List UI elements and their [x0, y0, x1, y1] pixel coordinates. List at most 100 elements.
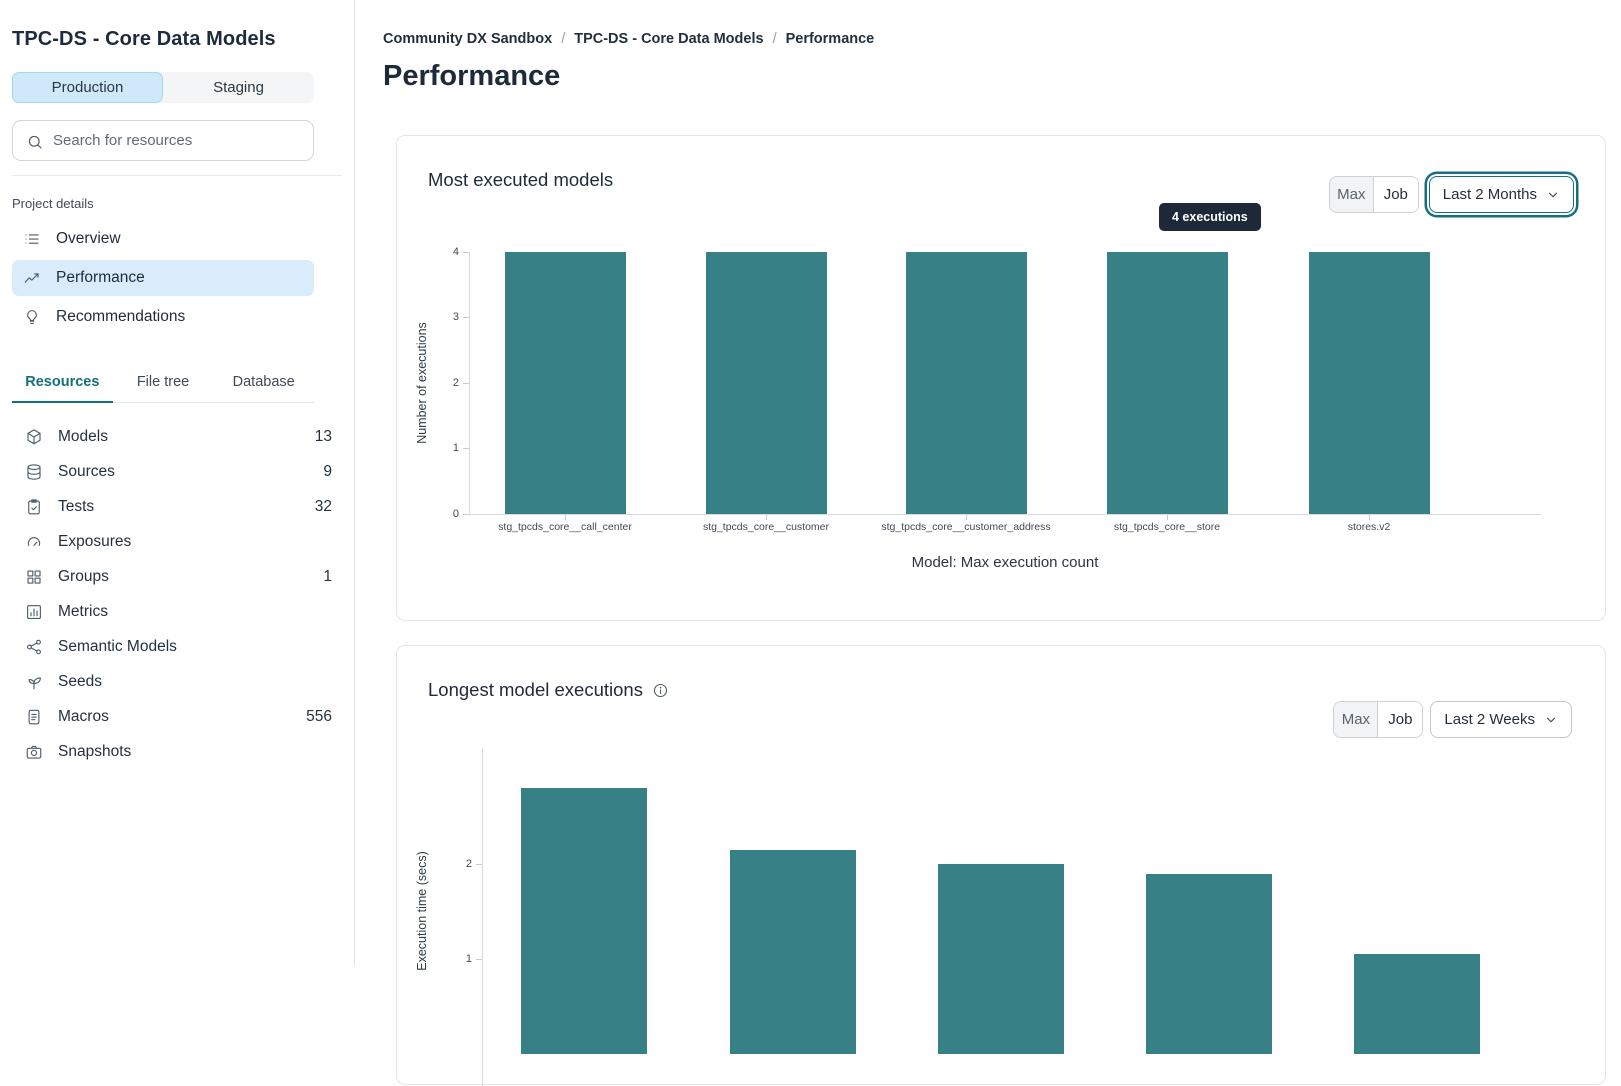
bar-stg_tpcds_core__customer[interactable]: [705, 252, 827, 514]
env-tab-staging[interactable]: Staging: [163, 72, 314, 103]
resource-count: 13: [314, 427, 332, 445]
bar-3[interactable]: [1146, 873, 1272, 1054]
job-toggle-button[interactable]: Job: [1378, 702, 1423, 737]
breadcrumb: Community DX Sandbox / TPC-DS - Core Dat…: [383, 31, 874, 47]
chart-tooltip: 4 executions: [1159, 203, 1261, 231]
card-title-text: Longest model executions: [428, 679, 643, 700]
tab-file-tree[interactable]: File tree: [136, 374, 190, 390]
bar-2[interactable]: [938, 864, 1064, 1054]
y-tick: 3: [452, 311, 459, 323]
bar-0[interactable]: [521, 788, 647, 1054]
sidebar-divider: [12, 175, 342, 176]
seedling-icon: [28, 676, 41, 689]
job-toggle-button[interactable]: Job: [1373, 177, 1418, 212]
y-tick: 2: [465, 858, 472, 870]
y-tick: 0: [452, 508, 459, 520]
bar-stg_tpcds_core__call_center[interactable]: [504, 252, 626, 514]
resource-label: Exposures: [58, 532, 132, 550]
chart-controls: Max Job Last 2 Months: [1328, 176, 1577, 213]
resource-label: Seeds: [58, 672, 102, 690]
sidebar-item-performance[interactable]: Performance: [12, 260, 314, 296]
y-tick-mark: [463, 317, 469, 318]
tab-database[interactable]: Database: [232, 374, 295, 390]
y-axis-line: [469, 252, 470, 514]
resource-label: Models: [58, 427, 108, 445]
max-job-toggle: Max Job: [1328, 176, 1419, 213]
x-axis-line: [469, 514, 1541, 515]
resource-item-semantic-models[interactable]: Semantic Models: [12, 629, 332, 664]
resource-label: Macros: [58, 707, 109, 725]
network-icon: [27, 639, 41, 654]
card-title: Longest model executions: [428, 679, 669, 701]
nav-item-label: Performance: [56, 269, 145, 286]
most-executed-models-chart: Number of executions 4 3 2 1 0 stg_tpcds…: [397, 136, 1605, 620]
y-tick-mark: [463, 383, 469, 384]
resource-label: Semantic Models: [58, 637, 177, 655]
resource-item-macros[interactable]: Macros 556: [12, 699, 332, 734]
y-tick: 4: [452, 246, 459, 258]
sidebar-item-recommendations[interactable]: Recommendations: [12, 299, 314, 335]
breadcrumb-account[interactable]: Community DX Sandbox: [383, 31, 553, 47]
project-details-label: Project details: [12, 196, 94, 211]
longest-model-executions-chart: Execution time (secs) 2 1: [397, 646, 1605, 1086]
gauge-icon: [27, 536, 41, 546]
date-range-select[interactable]: Last 2 Weeks: [1430, 701, 1572, 738]
x-tick-label: stg_tpcds_core__call_center: [498, 521, 632, 533]
env-tab-production[interactable]: Production: [12, 72, 163, 103]
chevron-down-icon: [1548, 192, 1558, 197]
breadcrumb-project[interactable]: TPC-DS - Core Data Models: [574, 31, 764, 47]
resource-item-snapshots[interactable]: Snapshots: [12, 734, 332, 769]
bar-4[interactable]: [1354, 954, 1480, 1054]
resource-label: Sources: [58, 462, 115, 480]
resource-item-seeds[interactable]: Seeds: [12, 664, 332, 699]
sidebar: TPC-DS - Core Data Models Production Sta…: [0, 0, 355, 966]
max-toggle-button[interactable]: Max: [1329, 177, 1374, 212]
longest-model-executions-card: Longest model executions Max Job Last 2 …: [396, 645, 1606, 1086]
x-tick-label: stg_tpcds_core__customer: [702, 521, 830, 533]
resource-item-groups[interactable]: Groups 1: [12, 559, 332, 594]
bar-stg_tpcds_core__store[interactable]: [1106, 252, 1228, 514]
tab-resources[interactable]: Resources: [12, 365, 113, 403]
search-box[interactable]: [12, 120, 314, 161]
bar-stg_tpcds_core__customer_address[interactable]: [905, 252, 1027, 514]
y-tick-mark: [463, 514, 469, 515]
breadcrumb-current-page: Performance: [785, 31, 875, 47]
lightbulb-icon: [27, 310, 37, 324]
y-axis-line: [482, 749, 483, 1086]
page-title: Performance: [383, 60, 561, 92]
resource-item-metrics[interactable]: Metrics: [12, 594, 332, 629]
resource-tabs: Resources File tree Database: [12, 365, 314, 403]
y-axis-label: Execution time (secs): [415, 851, 429, 971]
search-input[interactable]: [51, 131, 291, 150]
resource-item-tests[interactable]: Tests 32: [12, 489, 332, 524]
sidebar-item-overview[interactable]: Overview: [12, 221, 314, 257]
y-tick: 2: [452, 377, 459, 389]
camera-icon: [26, 745, 42, 759]
info-icon[interactable]: [652, 682, 669, 699]
search-icon: [28, 135, 42, 149]
resource-item-exposures[interactable]: Exposures: [12, 524, 332, 559]
trend-icon: [24, 273, 39, 283]
resource-count: 556: [306, 707, 332, 725]
bar-1[interactable]: [730, 849, 856, 1054]
resource-item-sources[interactable]: Sources 9: [12, 454, 332, 489]
breadcrumb-separator: /: [561, 31, 566, 47]
x-tick-mark: [1369, 515, 1370, 520]
environment-toggle: Production Staging: [12, 72, 314, 103]
resource-count: 9: [323, 462, 332, 480]
project-nav: Overview Performance Recommendations: [0, 221, 354, 335]
y-tick-mark: [463, 448, 469, 449]
chevron-down-icon: [1546, 717, 1556, 722]
x-tick-mark: [766, 515, 767, 520]
x-axis-label: Model: Max execution count: [911, 554, 1099, 571]
x-tick-label: stg_tpcds_core__store: [1113, 521, 1221, 533]
nav-item-label: Overview: [56, 230, 121, 247]
bar-stores.v2[interactable]: [1308, 252, 1430, 514]
max-toggle-button[interactable]: Max: [1334, 702, 1379, 737]
resource-label: Snapshots: [58, 742, 132, 760]
date-range-value: Last 2 Months: [1442, 186, 1537, 203]
resource-item-models[interactable]: Models 13: [12, 419, 332, 454]
x-tick-mark: [565, 515, 566, 520]
date-range-select[interactable]: Last 2 Months: [1428, 176, 1574, 213]
nav-item-label: Recommendations: [56, 308, 186, 325]
